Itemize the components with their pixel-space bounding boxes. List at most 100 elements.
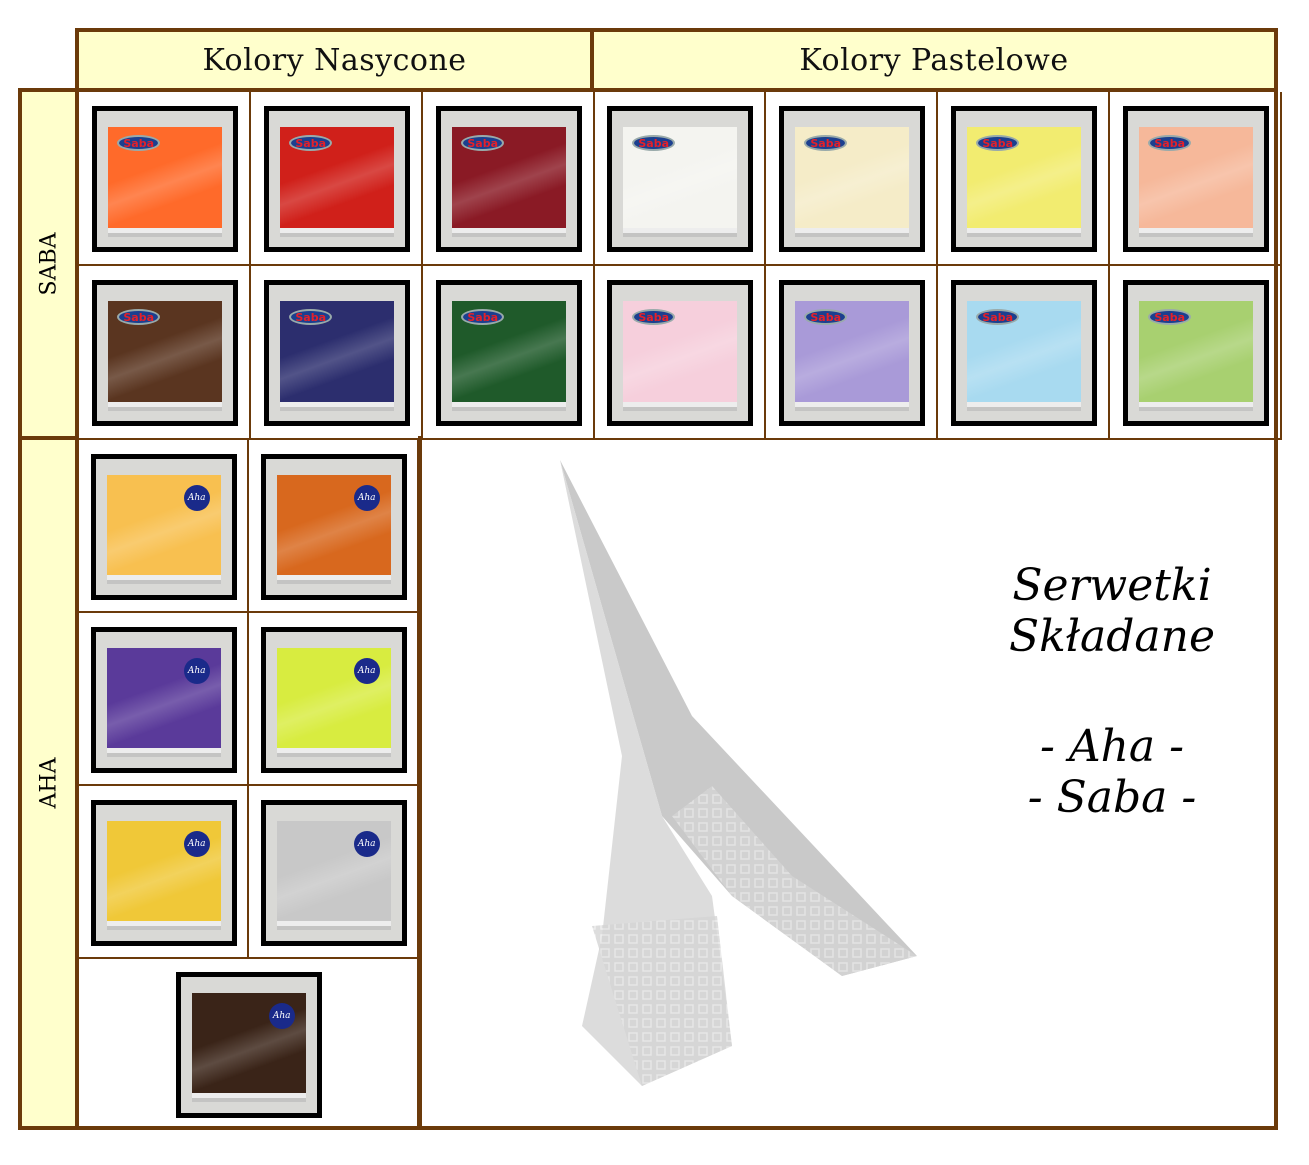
napkin-cell: Saba — [594, 92, 766, 266]
saba-logo-icon: Saba — [976, 309, 1020, 326]
napkin-cell: Saba — [938, 92, 1110, 266]
napkin-swatch: Saba — [794, 127, 910, 228]
napkin-swatch: Saba — [279, 301, 395, 402]
saba-logo-icon: Saba — [1148, 309, 1192, 326]
napkin-swatch: Saba — [279, 127, 395, 228]
row-label-aha: AHA — [18, 436, 79, 1130]
napkin-swatch: Aha — [106, 820, 222, 922]
saba-logo-icon: Saba — [1148, 135, 1192, 152]
aha-logo-icon: Aha — [353, 484, 380, 511]
napkin-swatch: Aha — [276, 474, 392, 576]
row-label-text: SABA — [36, 232, 61, 296]
napkin-swatch: Saba — [794, 301, 910, 402]
header-label: Kolory Pastelowe — [799, 42, 1069, 78]
saba-logo-icon: Saba — [289, 309, 333, 326]
napkin-swatch: Aha — [191, 992, 307, 1094]
napkin-photo: Aha — [91, 626, 237, 773]
napkin-photo: Saba — [92, 280, 238, 426]
napkin-photo: Aha — [91, 453, 237, 600]
napkin-swatch: Saba — [622, 301, 738, 402]
napkin-cell: Saba — [594, 266, 766, 440]
napkin-photo: Saba — [951, 106, 1097, 252]
napkin-grid — [75, 88, 1278, 1130]
napkin-photo: Saba — [1123, 106, 1269, 252]
napkin-photo: Saba — [436, 280, 582, 426]
row-label-saba: SABA — [18, 88, 79, 440]
promo-line: Składane — [1008, 610, 1216, 662]
napkin-swatch: Saba — [107, 301, 223, 402]
saba-logo-icon: Saba — [289, 135, 333, 152]
napkin-cell: Saba — [423, 92, 595, 266]
napkin-cell: Aha — [79, 613, 249, 786]
napkin-photo: Saba — [779, 106, 925, 252]
napkin-photo: Aha — [261, 626, 407, 773]
napkin-photo: Saba — [607, 280, 753, 426]
saba-logo-icon: Saba — [632, 135, 676, 152]
aha-logo-icon: Aha — [183, 484, 210, 511]
saba-logo-icon: Saba — [632, 309, 676, 326]
napkin-cell: Saba — [251, 266, 423, 440]
napkin-swatch: Aha — [276, 647, 392, 749]
napkin-photo: Aha — [261, 453, 407, 600]
aha-logo-icon: Aha — [353, 830, 380, 857]
promo-line: Serwetki — [1012, 560, 1212, 611]
napkin-photo: Saba — [779, 280, 925, 426]
napkin-cell: Aha — [249, 786, 419, 959]
saba-logo-icon: Saba — [117, 309, 161, 326]
napkin-photo: Aha — [176, 971, 322, 1118]
napkin-photo: Saba — [436, 106, 582, 252]
napkin-cell: Saba — [423, 266, 595, 440]
napkin-photo: Saba — [607, 106, 753, 252]
napkin-cell: Aha — [79, 786, 249, 959]
napkin-photo: Saba — [1123, 280, 1269, 426]
napkin-cell: Saba — [1110, 92, 1282, 266]
napkin-swatch: Saba — [622, 127, 738, 228]
napkin-cell: Saba — [766, 266, 938, 440]
napkin-swatch: Aha — [276, 820, 392, 922]
napkin-photo: Saba — [264, 280, 410, 426]
napkin-cell: Saba — [766, 92, 938, 266]
promo-brand-saba: - Saba - — [1027, 771, 1197, 823]
saba-logo-icon: Saba — [804, 135, 848, 152]
napkin-swatch: Saba — [1138, 127, 1254, 228]
napkin-cell: Saba — [1110, 266, 1282, 440]
promo-title: Serwetki Składane - Aha - - Saba - — [962, 560, 1262, 823]
napkin-swatch: Saba — [107, 127, 223, 228]
napkin-cell: Aha — [79, 959, 419, 1130]
napkin-swatch: Saba — [451, 127, 567, 228]
napkin-photo: Saba — [92, 106, 238, 252]
napkin-photo: Saba — [264, 106, 410, 252]
napkin-swatch: Saba — [966, 127, 1082, 228]
aha-logo-icon: Aha — [183, 657, 210, 684]
header-saturated-colors: Kolory Nasycone — [75, 28, 594, 92]
napkin-photo: Saba — [951, 280, 1097, 426]
napkin-swatch: Aha — [106, 474, 222, 576]
aha-logo-icon: Aha — [183, 830, 210, 857]
napkin-cell: Aha — [249, 613, 419, 786]
napkin-cell: Saba — [79, 266, 251, 440]
aha-logo-icon: Aha — [268, 1002, 295, 1029]
row-label-text: AHA — [36, 757, 61, 809]
saba-logo-icon: Saba — [976, 135, 1020, 152]
napkin-swatch: Aha — [106, 647, 222, 749]
napkin-cell: Aha — [79, 440, 249, 613]
aha-logo-icon: Aha — [353, 657, 380, 684]
napkin-photo: Aha — [261, 799, 407, 946]
napkin-swatch: Saba — [451, 301, 567, 402]
napkin-cell: Saba — [251, 92, 423, 266]
saba-logo-icon: Saba — [461, 135, 505, 152]
napkin-cell: Saba — [938, 266, 1110, 440]
napkin-swatch: Saba — [1138, 301, 1254, 402]
saba-logo-icon: Saba — [804, 309, 848, 326]
saba-logo-icon: Saba — [117, 135, 161, 152]
promo-brand-aha: - Aha - — [1039, 721, 1185, 773]
header-label: Kolory Nasycone — [202, 42, 467, 78]
napkin-cell: Saba — [79, 92, 251, 266]
folded-napkin-image — [560, 460, 917, 1086]
napkin-photo: Aha — [91, 799, 237, 946]
header-pastel-colors: Kolory Pastelowe — [590, 28, 1278, 92]
saba-logo-icon: Saba — [461, 309, 505, 326]
napkin-cell: Aha — [249, 440, 419, 613]
promo-panel: Serwetki Składane - Aha - - Saba - — [418, 436, 1278, 1130]
napkin-swatch: Saba — [966, 301, 1082, 402]
